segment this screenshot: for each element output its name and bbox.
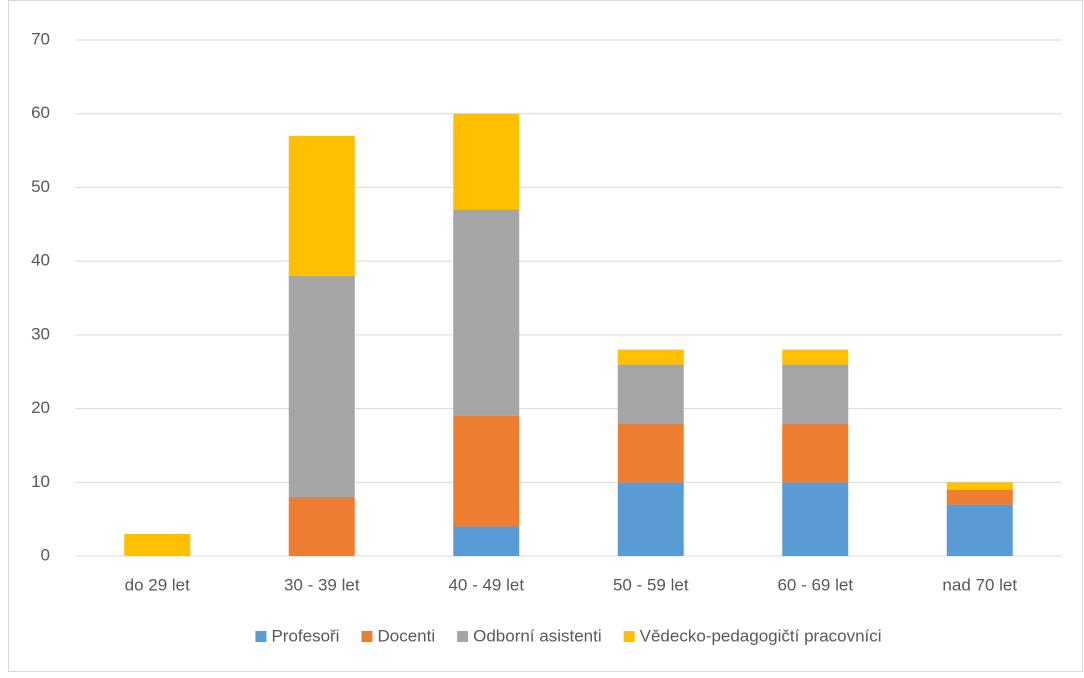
bar-segment [946,489,1013,505]
y-tick-label: 10 [31,472,50,491]
x-tick-label: 60 - 69 let [777,575,853,594]
bar-segment [782,364,849,424]
bar-segment [124,533,191,556]
legend-swatch [457,631,469,642]
legend-label: Vědecko-pedagogičtí pracovníci [640,626,882,645]
y-tick-label: 30 [31,324,50,343]
legend-label: Odborní asistenti [473,626,602,645]
bar-segment [453,113,520,210]
x-tick-label: nad 70 let [942,575,1017,594]
legend-label: Profesoři [271,626,339,645]
x-tick-label: 30 - 39 let [284,575,360,594]
y-tick-label: 40 [31,251,50,270]
bar-segment [288,497,355,556]
bar-segment [453,526,520,556]
bar-segment [782,482,849,556]
bar-segment [288,135,355,276]
bar-segment [946,482,1013,490]
bar-segment [617,364,684,424]
bar-segment [288,275,355,498]
x-tick-label: do 29 let [125,575,190,594]
legend-swatch [623,631,635,642]
chart-border [8,0,1083,672]
y-tick-label: 60 [31,103,50,122]
bar-segment [617,482,684,556]
bar-segment [617,349,684,365]
bar-segment [617,423,684,483]
x-tick-label: 40 - 49 let [448,575,524,594]
legend-label: Docenti [377,626,435,645]
bar-segment [453,415,520,527]
y-tick-label: 70 [31,29,50,48]
x-tick-label: 50 - 59 let [613,575,689,594]
bar-segment [782,423,849,483]
legend-swatch [255,631,267,642]
bar-segment [453,209,520,416]
bar-segment [946,504,1013,556]
y-tick-label: 50 [31,177,50,196]
y-tick-label: 0 [41,545,50,564]
bar-segment [782,349,849,365]
y-tick-label: 20 [31,398,50,417]
legend-swatch [361,631,373,642]
